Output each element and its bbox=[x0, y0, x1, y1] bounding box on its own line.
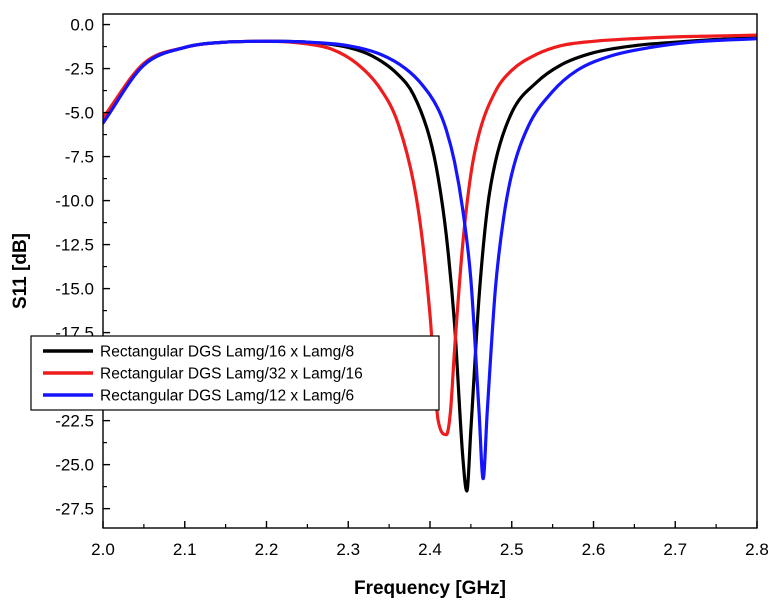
x-tick-label: 2.7 bbox=[663, 540, 687, 559]
x-tick-label: 2.4 bbox=[418, 540, 442, 559]
x-tick-label: 2.2 bbox=[255, 540, 279, 559]
x-tick-label: 2.0 bbox=[91, 540, 115, 559]
y-tick-label: -5.0 bbox=[65, 104, 94, 123]
y-tick-label: -22.5 bbox=[55, 412, 94, 431]
plot-frame bbox=[102, 13, 758, 529]
y-tick-label: 0.0 bbox=[70, 16, 94, 35]
y-axis-title: S11 [dB] bbox=[10, 233, 31, 309]
series-layer bbox=[103, 33, 757, 493]
x-tick-label: 2.3 bbox=[336, 540, 360, 559]
series-line-3 bbox=[103, 37, 757, 481]
legend-label-3: Rectangular DGS Lamg/12 x Lamg/6 bbox=[100, 388, 354, 405]
x-tick-label: 2.1 bbox=[173, 540, 197, 559]
legend-box bbox=[30, 335, 440, 411]
x-tick-label: 2.8 bbox=[745, 540, 769, 559]
x-axis: 2.0 2.1 2.2 2.3 2.4 2.5 2.6 2.7 2.8 bbox=[91, 521, 769, 559]
y-tick-label: -12.5 bbox=[55, 236, 94, 255]
y-tick-label: -7.5 bbox=[65, 148, 94, 167]
legend-label-2: Rectangular DGS Lamg/32 x Lamg/16 bbox=[100, 366, 363, 383]
y-tick-label: -2.5 bbox=[65, 60, 94, 79]
legend-label-1: Rectangular DGS Lamg/16 x Lamg/8 bbox=[100, 344, 354, 361]
x-axis-title: Frequency [GHz] bbox=[354, 578, 506, 599]
y-tick-label: -25.0 bbox=[55, 456, 94, 475]
y-tick-label: -15.0 bbox=[55, 280, 94, 299]
y-axis: 0.0-2.5-5.0-7.5-10.0-12.5-15.0-17.5-20.0… bbox=[55, 16, 110, 519]
legend: Rectangular DGS Lamg/16 x Lamg/8 Rectangu… bbox=[30, 335, 440, 411]
series-line-1 bbox=[103, 36, 757, 493]
y-tick-label: -10.0 bbox=[55, 192, 94, 211]
x-tick-label: 2.6 bbox=[582, 540, 606, 559]
y-tick-label: -27.5 bbox=[55, 500, 94, 519]
x-tick-label: 2.5 bbox=[500, 540, 524, 559]
